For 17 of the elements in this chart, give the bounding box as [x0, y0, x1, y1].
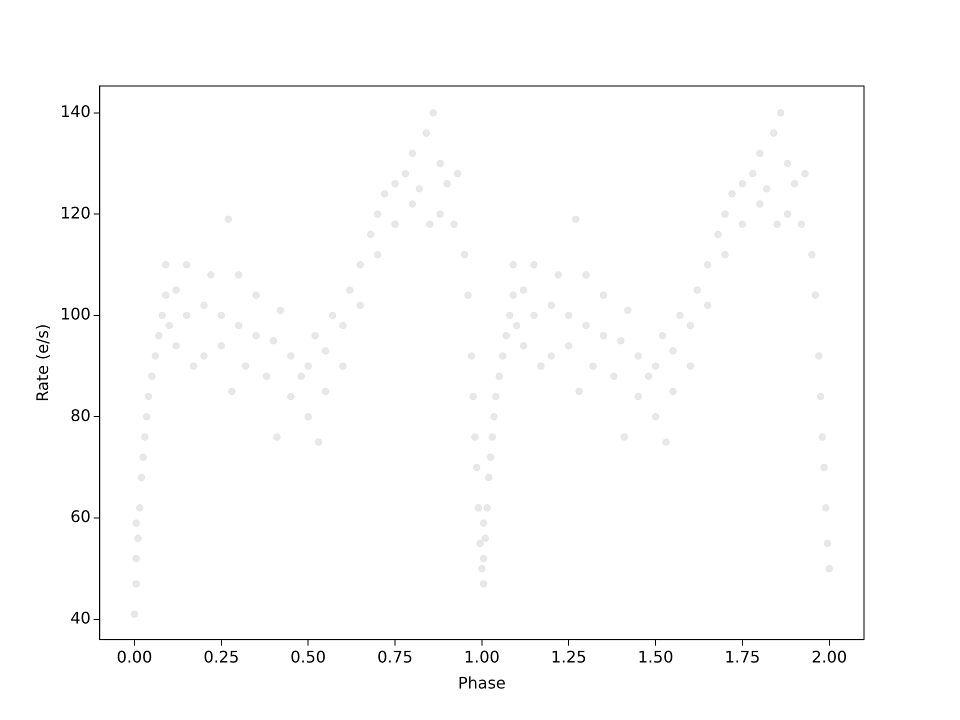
- y-tick-label: 80: [70, 406, 91, 425]
- x-axis-title: Phase: [458, 674, 506, 693]
- x-tick-label: 1.00: [464, 647, 500, 666]
- x-tick-label: 0.25: [204, 647, 240, 666]
- x-tick-label: 0.00: [116, 647, 152, 666]
- y-tick-label: 60: [70, 507, 91, 526]
- x-tick-label: 1.50: [638, 647, 674, 666]
- y-tick-label: 40: [70, 608, 91, 628]
- x-tick-label: 2.00: [811, 647, 848, 666]
- x-tick-label: 0.50: [290, 647, 326, 666]
- y-tick-label: 100: [60, 304, 91, 324]
- y-tick-label: 140: [60, 102, 91, 121]
- y-tick-label: 120: [60, 203, 91, 222]
- x-tick-label: 1.25: [550, 647, 587, 666]
- x-tick-label: 1.75: [724, 647, 760, 666]
- x-tick-label: 0.75: [377, 647, 413, 666]
- y-axis-title: Rate (e/s): [32, 324, 52, 402]
